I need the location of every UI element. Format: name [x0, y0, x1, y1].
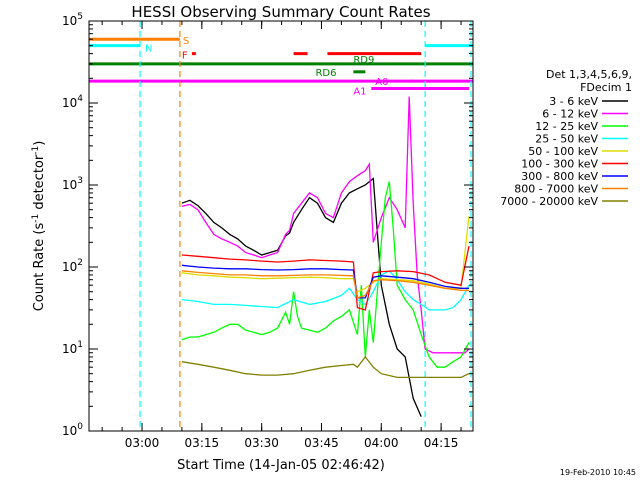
y-axis-label-end: ): [32, 141, 47, 146]
legend-label-3: 25 - 50 keV: [535, 133, 598, 146]
legend-label-0: 3 - 6 keV: [549, 95, 598, 108]
flag-label-n: N: [145, 44, 152, 55]
series-line-1: [181, 96, 470, 354]
flag-label-a0: A0: [375, 77, 388, 88]
legend-header-2: FDecim 1: [580, 81, 632, 94]
y-axis-label-sup: -1: [31, 214, 41, 223]
y-axis-label-main: Count Rate (s: [32, 223, 47, 312]
flag-a0: A0: [89, 77, 473, 88]
x-tick-label-3: 03:45: [304, 436, 339, 450]
flag-n: N: [89, 44, 473, 55]
series-line-3: [181, 269, 470, 311]
flag-label-a1: A1: [353, 87, 366, 98]
x-axis-ticks: 03:00 03:15 03:30 03:45 04:00 04:15: [101, 21, 462, 450]
legend-label-8: 7000 - 20000 keV: [500, 195, 598, 208]
x-tick-label-5: 04:15: [424, 436, 459, 450]
series-line-8: [181, 355, 470, 379]
y-axis-label: Count Rate (s-1 detector-1): [31, 141, 47, 312]
y-tick-label-1: 101: [62, 340, 83, 356]
flag-label-rd9: RD9: [353, 55, 374, 66]
legend-label-2: 12 - 25 keV: [535, 120, 598, 133]
y-tick-label-5: 105: [62, 12, 83, 28]
y-tick-label-3: 103: [62, 176, 83, 192]
flag-bars: S N F RD9 RD6 A0 A1: [89, 36, 473, 98]
legend-label-6: 300 - 800 keV: [521, 170, 598, 183]
y-axis-label-tail: detector: [32, 154, 47, 214]
chart-title: HESSI Observing Summary Count Rates: [131, 3, 430, 21]
x-tick-label-0: 03:00: [125, 436, 160, 450]
legend-label-7: 800 - 7000 keV: [514, 183, 598, 196]
flag-label-rd6: RD6: [315, 68, 336, 79]
series-line-0: [181, 177, 422, 417]
x-tick-label-1: 03:15: [185, 436, 220, 450]
legend-header-1: Det 1,3,4,5,6,9,: [546, 68, 632, 81]
legend-label-1: 6 - 12 keV: [542, 108, 598, 121]
flag-f: F: [182, 51, 422, 62]
y-tick-label-4: 104: [62, 94, 83, 110]
legend-label-5: 100 - 300 keV: [521, 158, 598, 171]
series-line-6: [181, 264, 469, 299]
series-line-7: [181, 270, 469, 299]
x-axis-label: Start Time (14-Jan-05 02:46:42): [177, 458, 385, 473]
vertical-markers: [139, 21, 472, 431]
legend-label-4: 50 - 100 keV: [528, 145, 598, 158]
x-tick-label-2: 03:30: [244, 436, 279, 450]
series-line-4: [181, 215, 470, 293]
series-line-5: [181, 245, 470, 311]
y-axis-ticks: 100 101 102 103 104 105: [62, 12, 473, 438]
flag-label-f: F: [182, 51, 188, 62]
flag-a1: A1: [353, 87, 470, 98]
y-axis-label-sup2: -1: [31, 146, 41, 155]
series-line-2: [181, 181, 470, 368]
series-lines: [181, 96, 470, 417]
x-tick-label-4: 04:00: [364, 436, 399, 450]
plot-frame: [88, 20, 474, 432]
y-tick-label-0: 100: [62, 422, 83, 438]
footer-date: 19-Feb-2010 10:45: [560, 468, 636, 477]
y-tick-label-2: 102: [62, 258, 83, 274]
flag-label-s: S: [183, 36, 189, 47]
flag-s: S: [89, 36, 189, 47]
flag-rd6: RD6: [315, 68, 366, 79]
flag-rd9: RD9: [89, 55, 473, 66]
